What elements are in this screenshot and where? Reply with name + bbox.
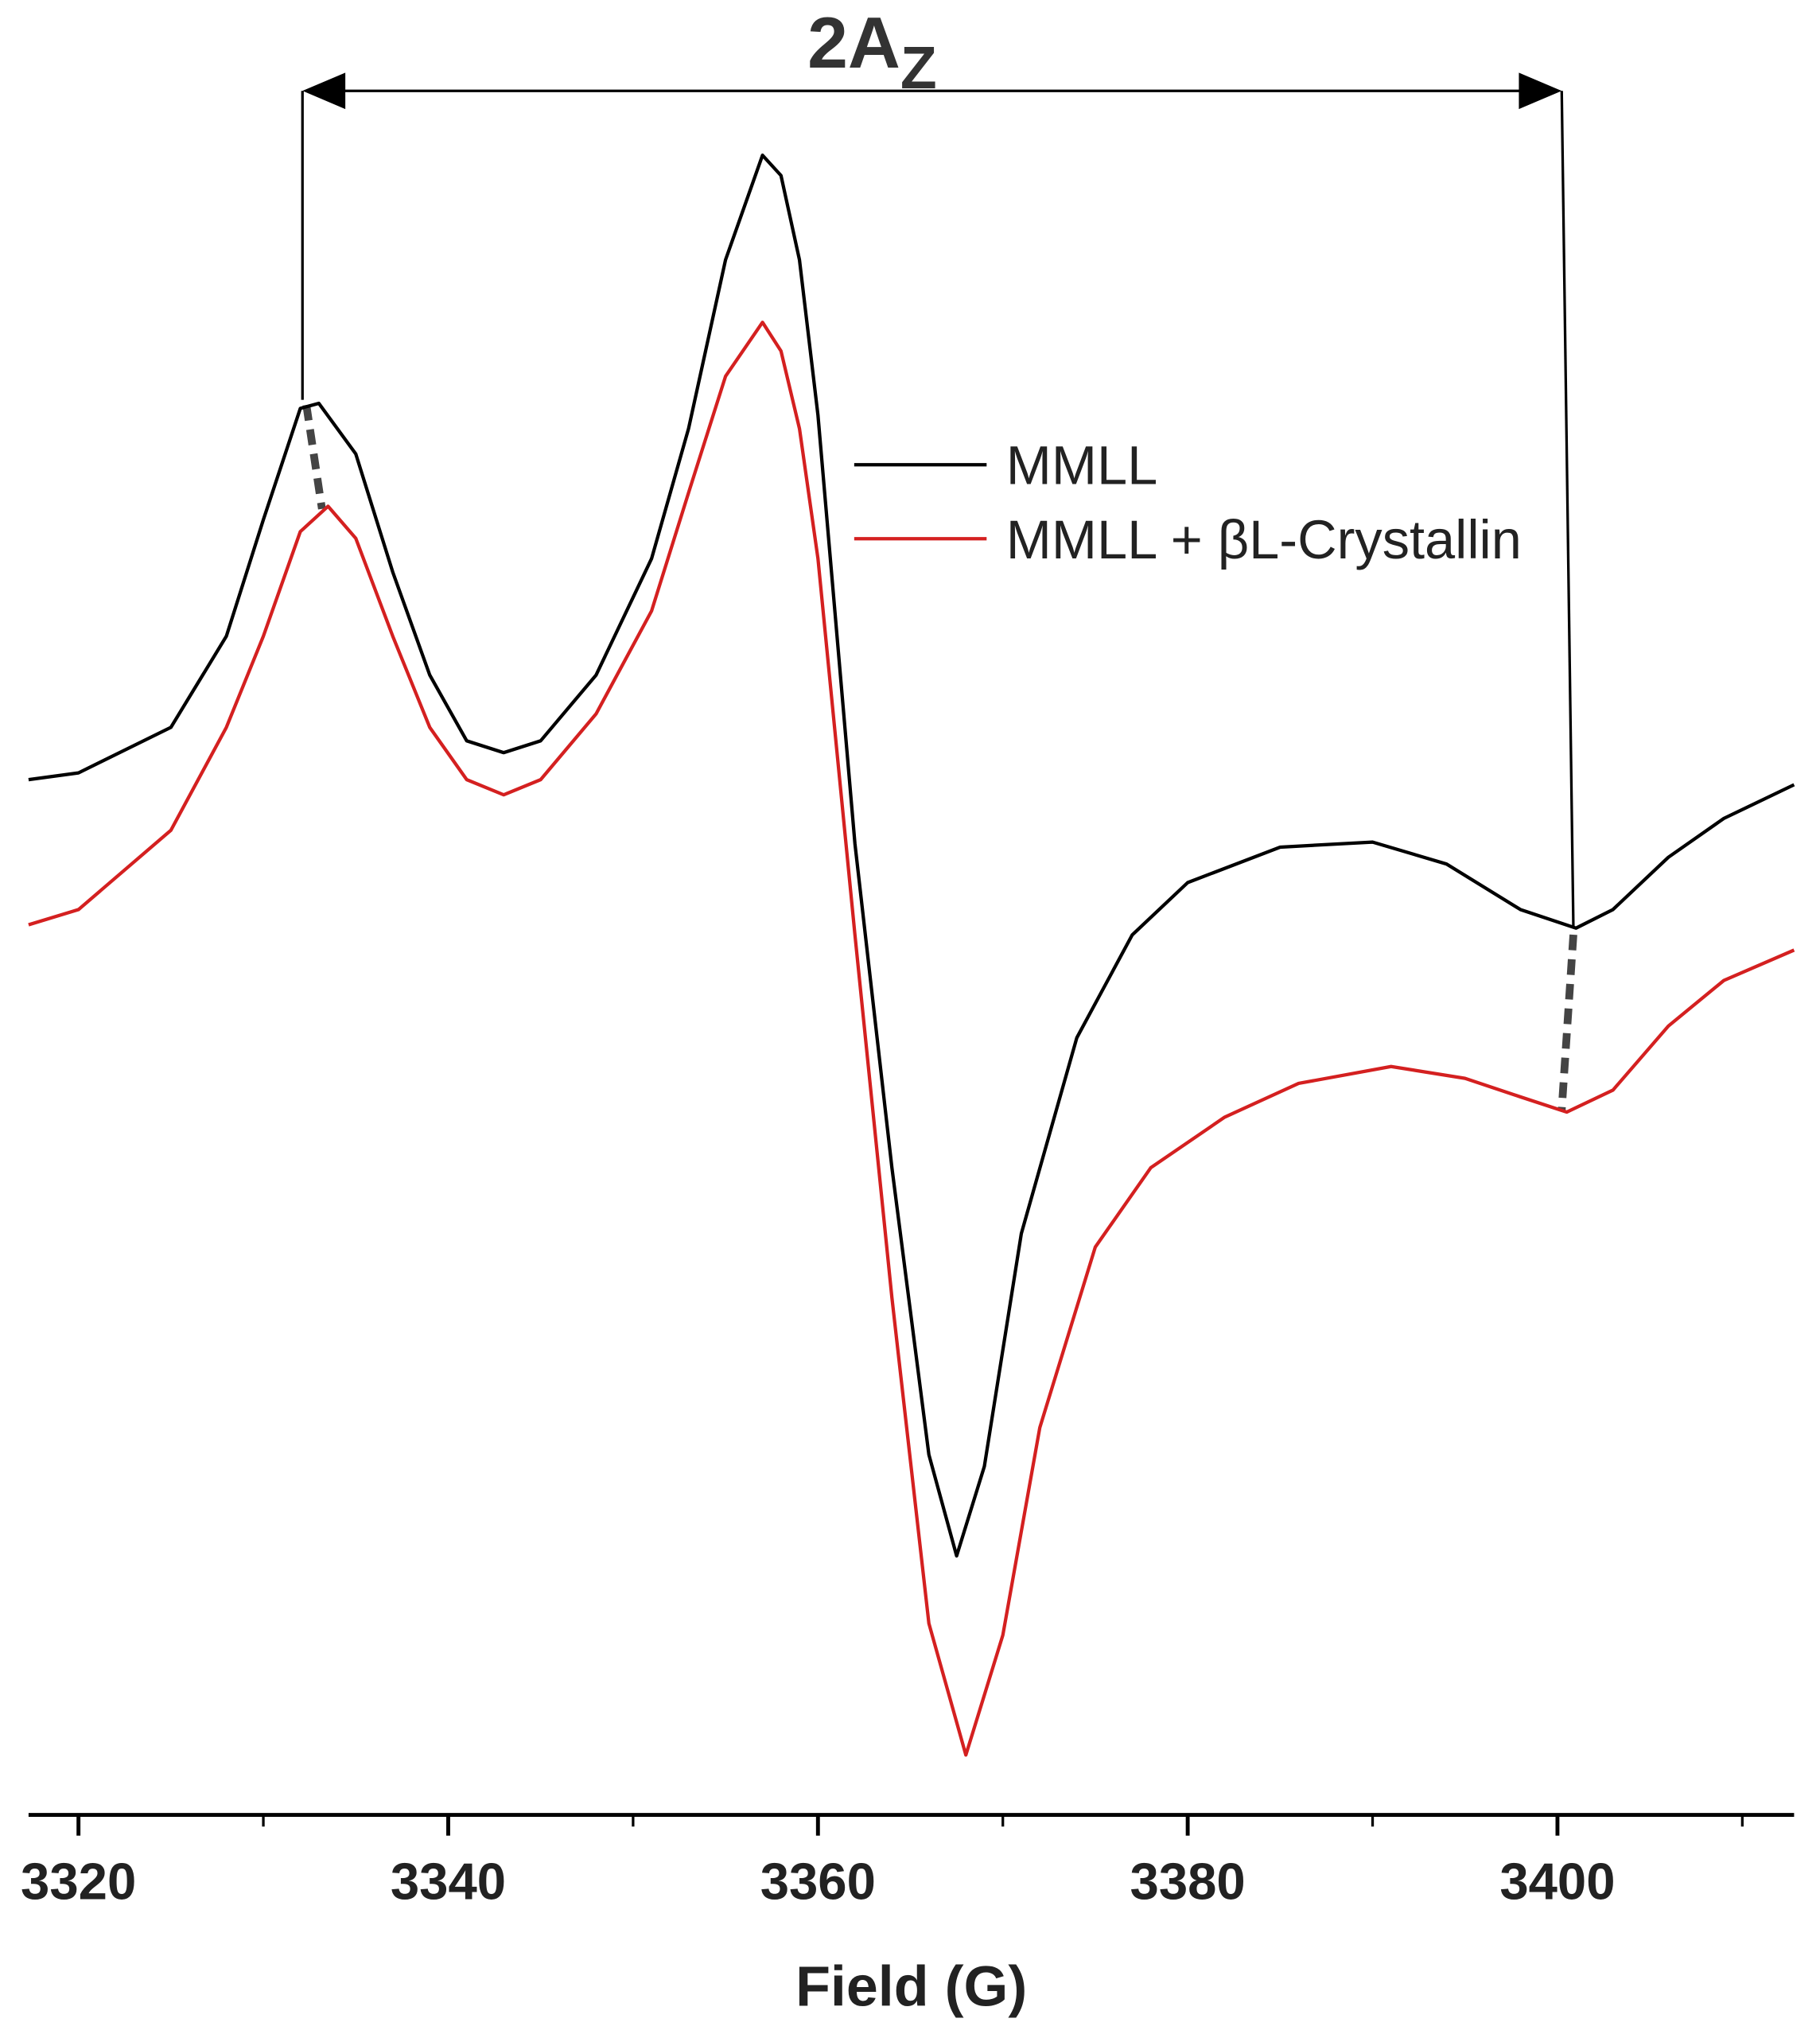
series-line [28,154,1795,1558]
legend-label: MMLL + βL-Crystallin [1006,509,1522,570]
guide-line [1560,91,1575,928]
legend-label: MMLL [1006,435,1157,496]
x-axis-label: Field (G) [795,1954,1027,2018]
series-line [28,321,1795,1757]
shift-connector [1558,934,1577,1110]
shift-connector [302,404,326,510]
x-tick-label: 3400 [1499,1853,1615,1911]
plot-area: 2AZ Field (G) 3320 3340 3360 3380 3400 MMLL MM… [21,2,1795,2018]
annotation-text: 2A [807,2,900,84]
arrow-head [1519,72,1562,110]
annotation: 2AZ [807,2,937,101]
annotation-subscript: Z [900,34,937,101]
x-tick-label: 3360 [760,1853,876,1911]
x-tick-label: 3320 [21,1853,136,1911]
x-tick-label: 3340 [391,1853,506,1911]
arrow-head [302,72,346,110]
x-tick-label: 3380 [1130,1853,1246,1911]
